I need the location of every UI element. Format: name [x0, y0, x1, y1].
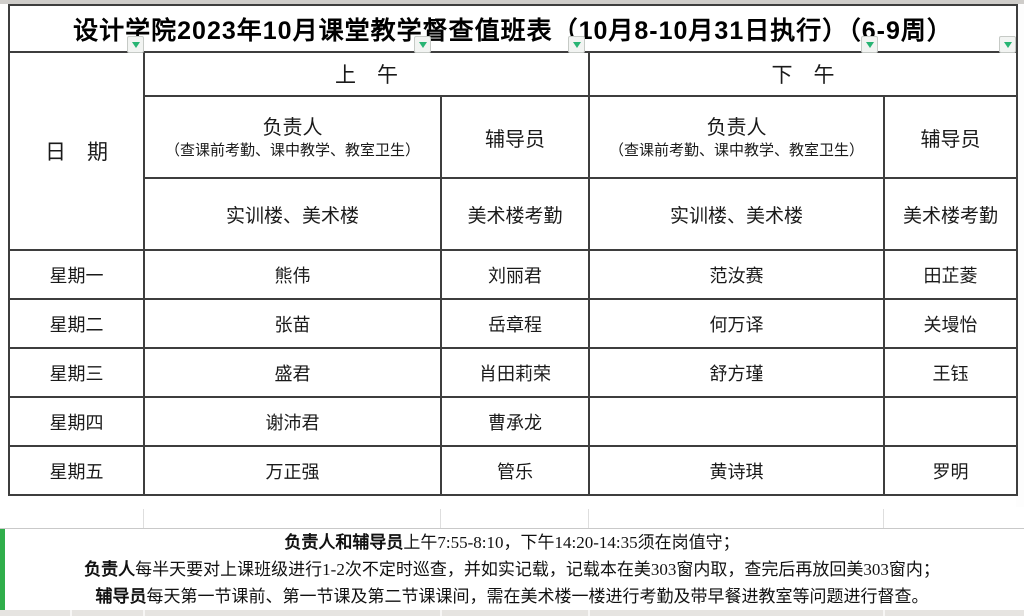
duty-roster-table: 设计学院2023年10月课堂教学督查值班表（10月8-10月31日执行）（6-9…	[8, 4, 1018, 496]
page-title: 设计学院2023年10月课堂教学督查值班表（10月8-10月31日执行）（6-9…	[8, 4, 1018, 53]
table-row: 星期五 万正强 管乐 黄诗琪 罗明	[8, 445, 1018, 496]
duty-cell: 万正强	[143, 445, 442, 496]
header-afternoon: 下 午	[588, 51, 1018, 97]
duty-cell: 曹承龙	[440, 396, 590, 447]
note-text: 每半天要对上课班级进行1-2次不定时巡查，并如实记载，记载本在美303窗内取，查…	[135, 560, 940, 579]
table-row: 星期二 张苗 岳章程 何万译 关墁怡	[8, 298, 1018, 349]
leader-subtitle: （查课前考勤、课中教学、教室卫生）	[608, 142, 864, 159]
table-row: 星期三 盛君 肖田莉荣 舒方瑾 王钰	[8, 347, 1018, 398]
spreadsheet-top-edge	[0, 0, 1024, 4]
duty-cell: 肖田莉荣	[440, 347, 590, 398]
header-leader-am: 负责人 （查课前考勤、课中教学、教室卫生）	[143, 95, 442, 179]
day-cell: 星期三	[8, 347, 145, 398]
notes-panel: 负责人和辅导员上午7:55-8:10，下午14:20-14:35须在岗值守； 负…	[0, 528, 1024, 610]
filter-button-pm-counselor[interactable]	[999, 36, 1016, 53]
duty-cell: 罗明	[883, 445, 1018, 496]
spreadsheet-bottom-edge	[0, 610, 1024, 616]
note-bold: 辅导员	[95, 587, 147, 606]
duty-cell: 盛君	[143, 347, 442, 398]
duty-cell: 刘丽君	[440, 249, 590, 300]
header-leader-pm: 负责人 （查课前考勤、课中教学、教室卫生）	[588, 95, 885, 179]
leader-title: 负责人	[706, 116, 767, 139]
filter-arrow-icon	[865, 41, 874, 48]
gridline	[440, 610, 442, 616]
day-cell: 星期一	[8, 249, 145, 300]
filter-button-pm-leader[interactable]	[861, 36, 878, 53]
duty-cell: 范汝赛	[588, 249, 885, 300]
gridline	[883, 610, 885, 616]
duty-cell: 黄诗琪	[588, 445, 885, 496]
duty-cell: 王钰	[883, 347, 1018, 398]
table-row: 星期四 谢沛君 曹承龙	[8, 396, 1018, 447]
note-bold: 负责人	[84, 560, 136, 579]
table-row: 星期一 熊伟 刘丽君 范汝赛 田芷菱	[8, 249, 1018, 300]
duty-cell: 何万译	[588, 298, 885, 349]
gridline	[440, 509, 441, 528]
counselor-location-pm: 美术楼考勤	[883, 177, 1018, 251]
note-line: 辅导员每天第一节课前、第一节课及第二节课课间，需在美术楼一楼进行考勤及带早餐进教…	[96, 583, 929, 610]
header-counselor-pm: 辅导员	[883, 95, 1018, 179]
spreadsheet-right-margin	[1016, 4, 1024, 507]
duty-cell	[883, 396, 1018, 447]
note-text: 上午7:55-8:10，下午14:20-14:35须在岗值守；	[403, 533, 740, 552]
day-cell: 星期四	[8, 396, 145, 447]
duty-cell: 熊伟	[143, 249, 442, 300]
gridline	[70, 610, 72, 616]
note-line: 负责人每半天要对上课班级进行1-2次不定时巡查，并如实记载，记载本在美303窗内…	[84, 556, 940, 583]
filter-button-am-leader[interactable]	[414, 36, 431, 53]
duty-cell: 舒方瑾	[588, 347, 885, 398]
gridline	[143, 509, 144, 528]
filter-arrow-icon	[1003, 41, 1012, 48]
counselor-location-am: 美术楼考勤	[440, 177, 590, 251]
header-morning: 上 午	[143, 51, 590, 97]
gridline	[588, 509, 589, 528]
leader-title: 负责人	[262, 116, 323, 139]
duty-cell: 岳章程	[440, 298, 590, 349]
filter-button-date[interactable]	[127, 36, 144, 53]
note-line: 负责人和辅导员上午7:55-8:10，下午14:20-14:35须在岗值守；	[284, 529, 739, 556]
filter-arrow-icon	[418, 41, 427, 48]
gridline	[883, 509, 884, 528]
gridline	[588, 610, 590, 616]
duty-cell: 管乐	[440, 445, 590, 496]
filter-arrow-icon	[131, 41, 140, 48]
filter-arrow-icon	[572, 41, 581, 48]
day-cell: 星期二	[8, 298, 145, 349]
filter-button-am-counselor[interactable]	[568, 36, 585, 53]
duty-cell	[588, 396, 885, 447]
header-counselor-am: 辅导员	[440, 95, 590, 179]
leader-location-am: 实训楼、美术楼	[143, 177, 442, 251]
header-date: 日 期	[8, 51, 145, 251]
gridline	[143, 610, 145, 616]
note-text: 每天第一节课前、第一节课及第二节课课间，需在美术楼一楼进行考勤及带早餐进教室等问…	[146, 587, 929, 606]
leader-location-pm: 实训楼、美术楼	[588, 177, 885, 251]
duty-cell: 关墁怡	[883, 298, 1018, 349]
duty-cell: 田芷菱	[883, 249, 1018, 300]
note-bold: 负责人和辅导员	[284, 533, 404, 552]
day-cell: 星期五	[8, 445, 145, 496]
duty-cell: 谢沛君	[143, 396, 442, 447]
leader-subtitle: （查课前考勤、课中教学、教室卫生）	[164, 142, 420, 159]
duty-cell: 张苗	[143, 298, 442, 349]
green-accent-bar	[0, 529, 5, 610]
